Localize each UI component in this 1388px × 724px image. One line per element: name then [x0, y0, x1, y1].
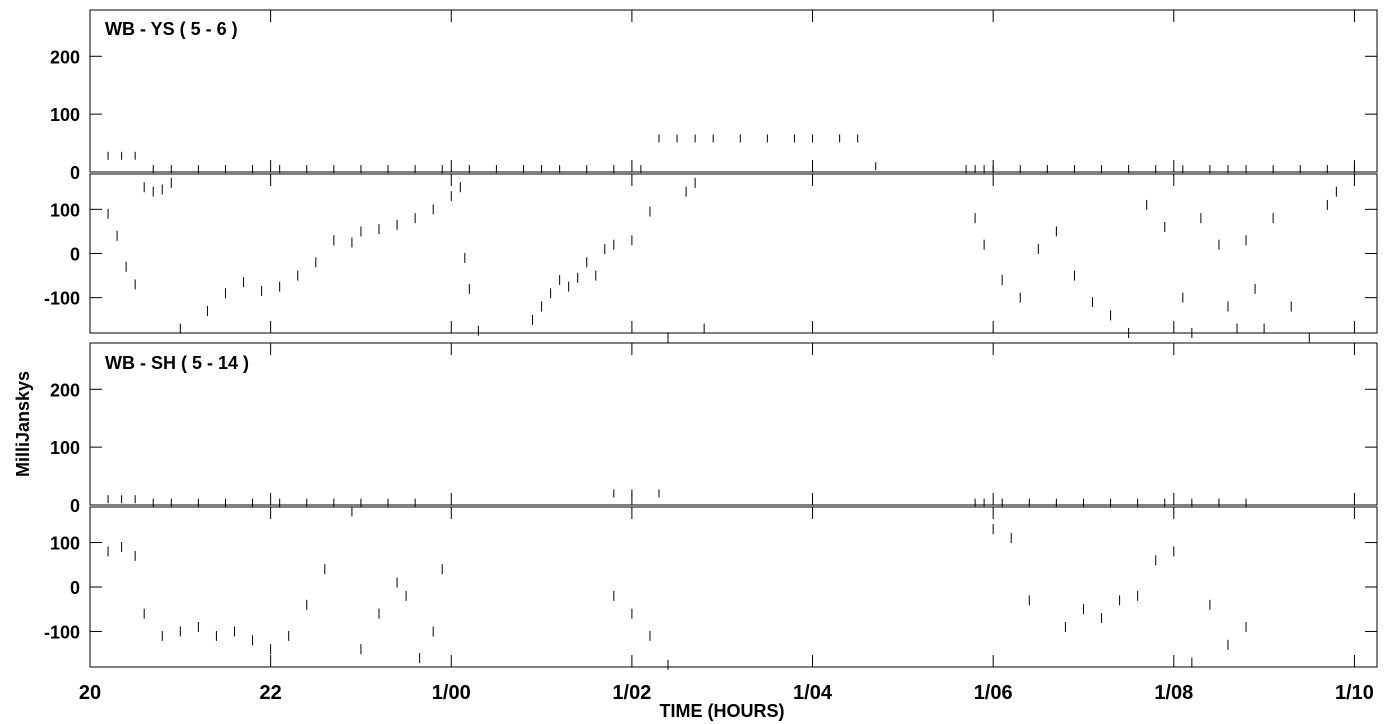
phase-frame	[89, 506, 1378, 668]
x-tick-label: 22	[260, 682, 282, 704]
x-axis-label: TIME (HOURS)	[660, 701, 785, 721]
y-tick-label: 100	[50, 200, 80, 220]
amplitude-frame	[89, 342, 1378, 506]
x-tick-label: 1/04	[793, 682, 833, 704]
panel-title: WB - YS ( 5 - 6 )	[105, 19, 238, 39]
x-tick-label: 1/08	[1154, 682, 1193, 704]
x-tick-labels: 20 22 1/00 1/02 1/04 1/06 1/08 1/10	[79, 682, 1374, 704]
y-tick-label: 100	[50, 105, 80, 125]
y-tick-label: 0	[70, 245, 80, 265]
y-axis-label: MilliJanskys	[13, 371, 33, 477]
y-tick-label: 0	[70, 496, 80, 516]
phase-frame	[89, 173, 1378, 334]
panel-wb-ys: WB - YS ( 5 - 6 ) 0 100 200 -100 0 100	[44, 9, 1378, 343]
amplitude-frame	[89, 9, 1378, 173]
x-tick-label: 1/00	[432, 682, 471, 704]
y-tick-label: -100	[44, 289, 80, 309]
y-tick-label: 200	[50, 47, 80, 67]
y-tick-label: 100	[50, 534, 80, 554]
x-tick-label: 1/10	[1335, 682, 1374, 704]
y-tick-label: 0	[70, 163, 80, 183]
y-tick-label: 100	[50, 438, 80, 458]
y-tick-label: 0	[70, 578, 80, 598]
x-tick-label: 20	[79, 682, 101, 704]
y-tick-label: 200	[50, 380, 80, 400]
panel-title: WB - SH ( 5 - 14 )	[105, 353, 249, 373]
x-tick-label: 1/06	[974, 682, 1013, 704]
x-tick-label: 1/02	[612, 682, 651, 704]
panel-wb-sh: WB - SH ( 5 - 14 ) 0 100 200 -100 0 100	[44, 342, 1378, 670]
y-tick-label: -100	[44, 622, 80, 642]
